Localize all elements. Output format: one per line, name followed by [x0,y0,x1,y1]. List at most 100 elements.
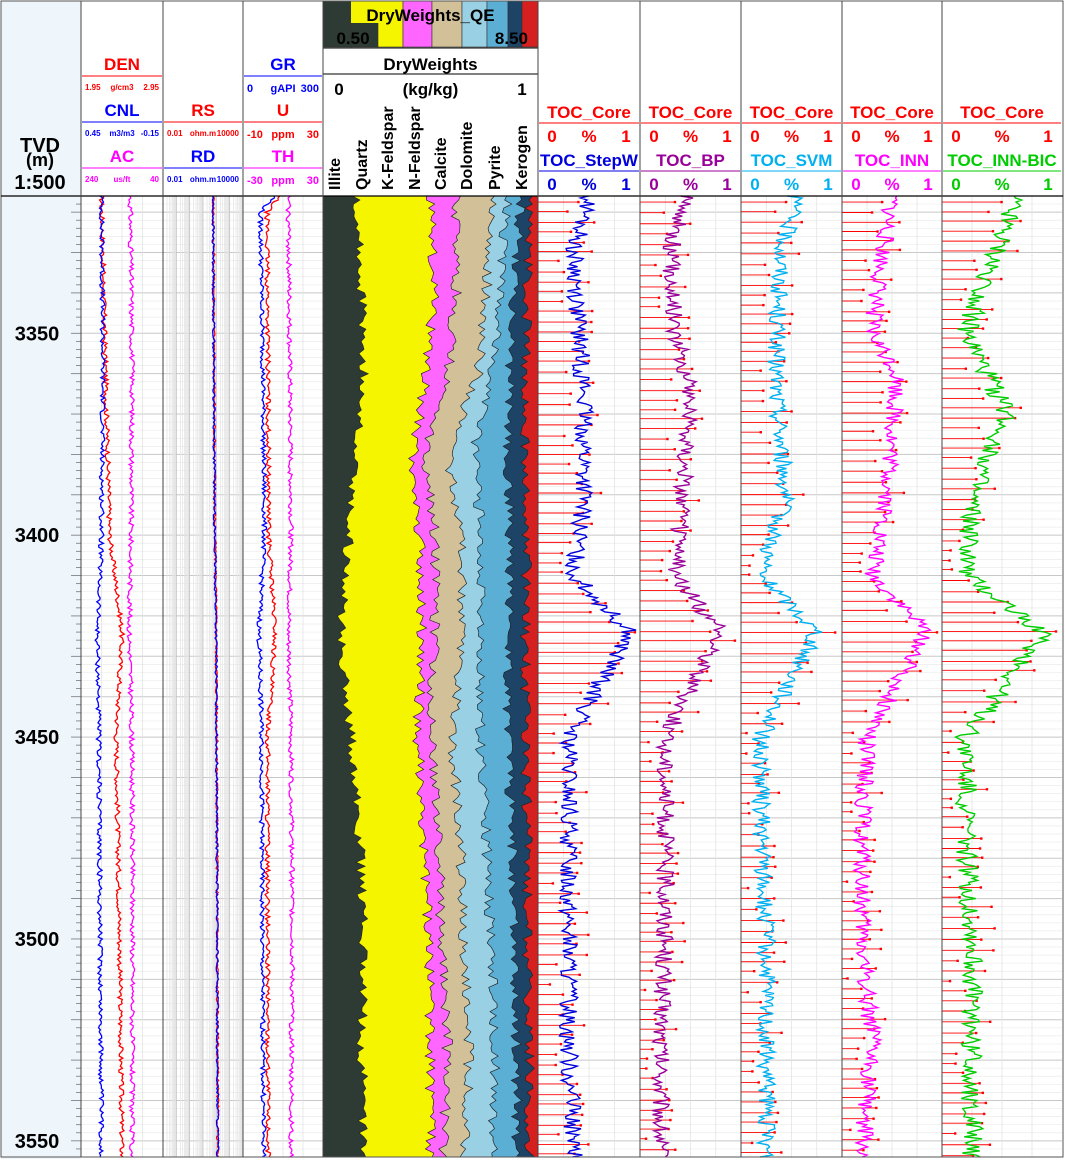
core-point [616,641,620,645]
core-point [864,259,867,262]
core-point [954,1062,957,1065]
curve-scale-unit: ppm [271,129,294,141]
curve-toc_svm [750,195,823,1158]
core-point [561,1073,564,1076]
curve-scale-min: 0.01 [167,175,183,184]
core-point [956,959,959,963]
mineral-scale-right: 8.50 [495,29,528,48]
core-point [704,649,707,653]
core-point [659,274,663,278]
core-point [774,1100,777,1104]
core-point [991,230,995,233]
core-point [860,299,863,303]
core-point [708,630,712,633]
core-point [551,882,555,885]
core-point [971,1154,975,1157]
core-point [566,210,569,213]
core-point [590,250,593,253]
toc-model-max: 1 [823,175,832,194]
core-point [874,967,877,970]
core-point [855,1057,858,1061]
core-point [575,871,579,875]
core-point [774,341,778,344]
core-point [762,303,765,307]
core-point [673,408,677,412]
core-point [654,1018,657,1021]
core-point [682,510,686,513]
core-point [973,259,976,262]
core-point [881,391,884,394]
core-point [573,922,577,925]
core-point [959,298,963,301]
core-point [961,1041,965,1044]
depth-label: 3500 [15,929,60,951]
toc-model-unit: % [581,175,596,194]
core-point [885,319,888,323]
curve-scale-max: 2.95 [143,83,159,92]
core-point [649,760,652,763]
curve-header-name: AC [110,147,135,166]
curve-toc_inn-bic [953,195,1053,1158]
core-point [576,581,579,585]
mineral-label: Illite [327,158,344,190]
core-point [562,270,566,274]
core-point [949,549,952,552]
core-point [966,336,970,340]
core-point [949,797,953,800]
core-point [580,841,583,845]
mineral-scale-left: 0.50 [336,29,369,48]
core-point [747,812,751,815]
toc-model-name: TOC_SVM [751,151,833,170]
core-point [986,356,990,360]
curve-scale-min: -10 [247,129,263,141]
core-point [585,790,588,794]
core-point [902,491,906,495]
core-point [554,1063,557,1067]
core-point [755,908,758,911]
core-point [773,210,777,213]
toc-core-unit: % [581,127,596,146]
curve-u [263,195,281,1158]
curve-scale-min: -30 [247,175,263,187]
toc-model-min: 0 [547,175,556,194]
core-point [872,1117,875,1120]
core-point [620,671,624,675]
mineral-label: K-Feldspar [380,106,397,190]
core-point [587,359,591,363]
core-point [777,681,781,684]
core-point [958,896,961,899]
core-point [869,542,872,545]
core-point [873,860,876,863]
core-point [745,731,748,735]
core-point [686,253,690,257]
curve-scale-max: -0.15 [141,129,160,138]
core-point [998,446,1001,450]
core-point [780,1151,783,1154]
core-point [879,401,882,404]
core-point [752,969,756,973]
core-point [761,543,765,546]
core-point [560,290,564,293]
core-point [777,231,780,235]
core-point [790,601,794,604]
mineral-label: Kerogen [514,125,531,190]
core-point [569,230,573,233]
core-point [961,1071,965,1074]
core-point [785,503,788,506]
core-point [880,470,884,473]
core-point [788,332,791,335]
curve-scale-min: 0.45 [85,129,101,138]
toc-core-max: 1 [923,127,932,146]
core-point [860,987,863,991]
core-point [585,911,589,914]
curve-den [98,195,126,1158]
core-point [985,788,989,791]
core-point [657,296,661,299]
mineral-label: N-Feldspar [407,106,424,190]
mineral-max: 1 [517,80,526,99]
curve-toc_stepw [557,195,637,1158]
core-point [561,993,565,996]
core-point [950,568,954,571]
toc-core-max: 1 [1043,127,1052,146]
core-point [577,200,580,204]
